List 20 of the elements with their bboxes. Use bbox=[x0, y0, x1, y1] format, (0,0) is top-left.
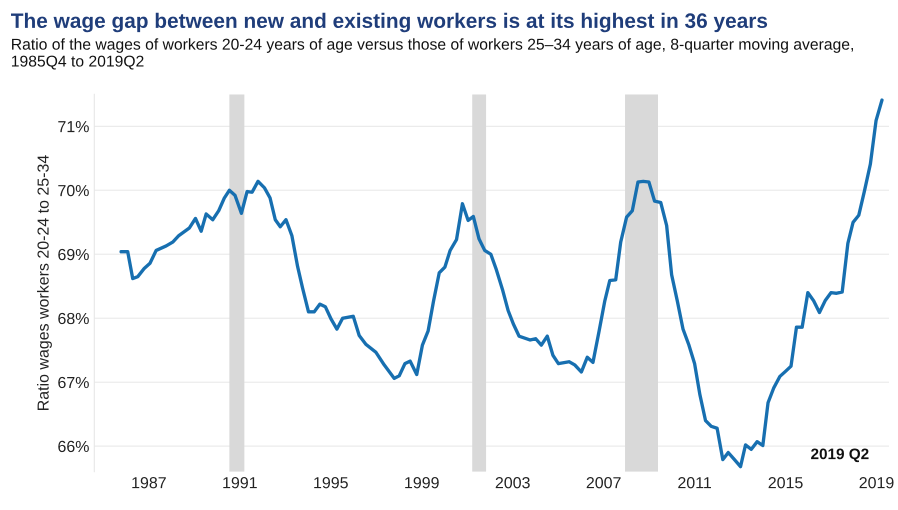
x-tick-label: 2007 bbox=[586, 477, 621, 488]
line-series bbox=[119, 98, 884, 468]
y-tick-label: 71% bbox=[58, 121, 89, 132]
x-tick-label: 2019 bbox=[860, 477, 894, 488]
y-tick-label: 70% bbox=[58, 184, 89, 196]
y-tick-label: 66% bbox=[58, 440, 89, 452]
chart-subtitle: Ratio of the wages of workers 20-24 years of age versus those of workers 25–34 years of age, 8-quarter moving average, 1985Q4 to 2019Q2 bbox=[12, 38, 853, 70]
x-tick-label: 1995 bbox=[314, 477, 348, 488]
x-tick-label: 2015 bbox=[768, 477, 803, 488]
x-tick-label: 1987 bbox=[132, 477, 166, 488]
x-tick-label: 1991 bbox=[223, 477, 257, 488]
y-tick-label: 69% bbox=[58, 248, 89, 260]
y-tick-label: 67% bbox=[58, 376, 89, 388]
annotation: 2019 Q2 bbox=[811, 448, 869, 462]
chart-title: The wage gap between new and existing workers is at its highest in 36 years bbox=[11, 12, 768, 32]
x-tick-label: 2011 bbox=[678, 477, 711, 488]
y-axis-title: Ratio wages workers 20-24 to 25-34 bbox=[37, 155, 52, 410]
x-tick-label: 2003 bbox=[496, 477, 530, 488]
y-tick-label: 68% bbox=[58, 312, 89, 324]
x-tick-label: 1999 bbox=[405, 477, 439, 488]
